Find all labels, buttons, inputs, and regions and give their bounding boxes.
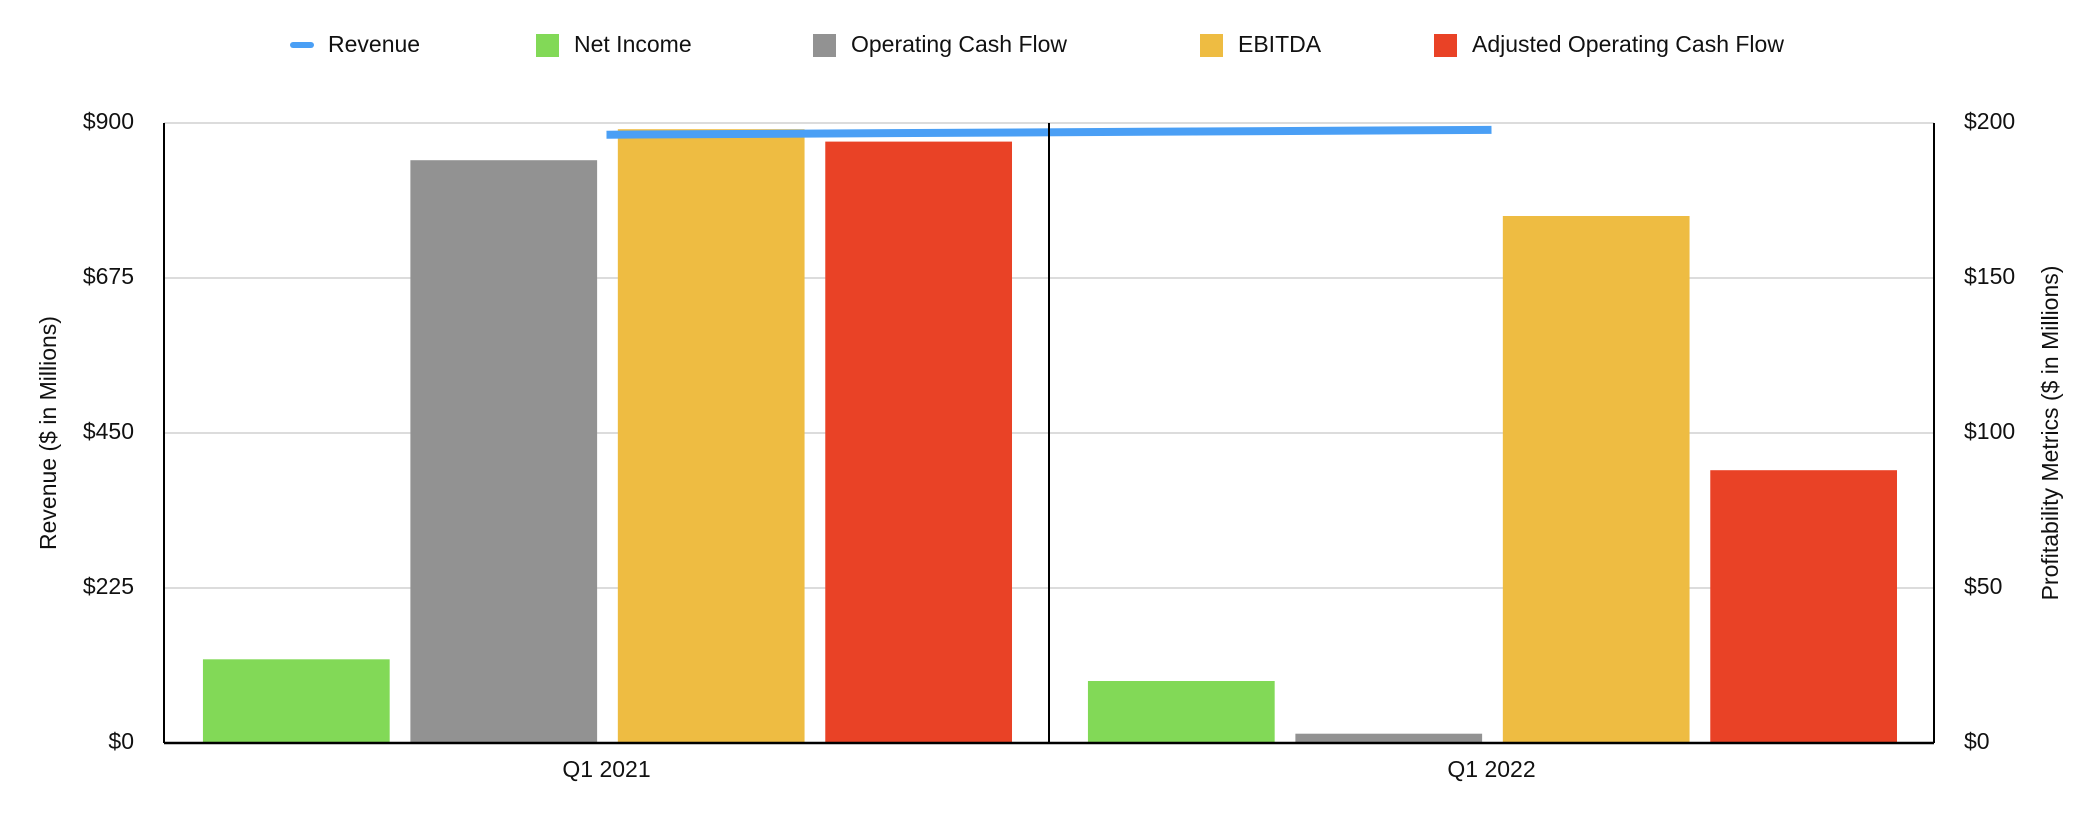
y2-tick-label: $0: [1964, 728, 1990, 754]
bar: [202, 659, 390, 743]
bar: [1295, 733, 1483, 743]
bar: [617, 129, 805, 743]
y2-tick-label: $50: [1964, 573, 2002, 599]
bar: [825, 141, 1013, 744]
legend-label: Adjusted Operating Cash Flow: [1472, 31, 1784, 57]
bar: [1502, 216, 1690, 743]
x-tick-label: Q1 2022: [1447, 756, 1535, 782]
legend-swatch: [536, 34, 559, 57]
legend-label: EBITDA: [1238, 31, 1322, 57]
y-tick-label: $900: [83, 108, 134, 134]
legend-swatch: [290, 42, 314, 48]
y-tick-label: $675: [83, 263, 134, 289]
x-tick-label: Q1 2021: [562, 756, 650, 782]
legend-swatch: [813, 34, 836, 57]
y-tick-label: $225: [83, 573, 134, 599]
legend-label: Revenue: [328, 31, 420, 57]
legend-swatch: [1434, 34, 1457, 57]
y-axis-title: Revenue ($ in Millions): [35, 316, 61, 550]
legend-label: Net Income: [574, 31, 692, 57]
bar: [1087, 681, 1275, 743]
y2-axis-title: Profitability Metrics ($ in Millions): [2037, 266, 2063, 601]
y-tick-label: $450: [83, 418, 134, 444]
legend-swatch: [1200, 34, 1223, 57]
y2-tick-label: $150: [1964, 263, 2015, 289]
legend-label: Operating Cash Flow: [851, 31, 1067, 57]
bar: [1710, 470, 1898, 743]
bar: [410, 160, 598, 743]
y-tick-label: $0: [108, 728, 134, 754]
y2-tick-label: $100: [1964, 418, 2015, 444]
y2-tick-label: $200: [1964, 108, 2015, 134]
